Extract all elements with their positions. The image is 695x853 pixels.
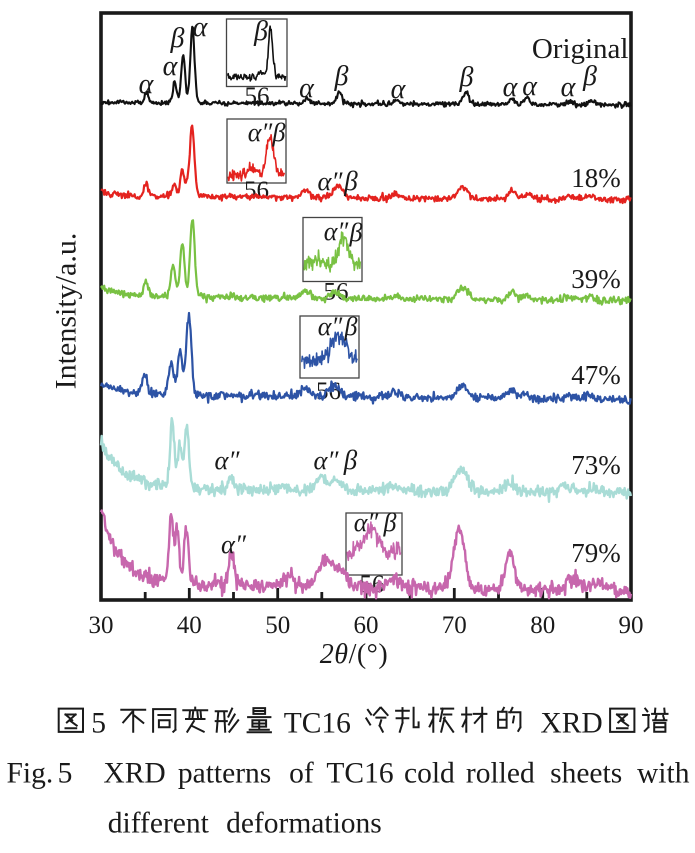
- svg-text:β: β: [343, 166, 358, 196]
- svg-text:α″: α″: [314, 445, 340, 475]
- svg-text:cold: cold: [404, 758, 455, 790]
- svg-text:α″: α″: [221, 529, 247, 559]
- svg-text:α″: α″: [248, 118, 274, 147]
- svg-text:β: β: [170, 23, 185, 54]
- svg-text:47%: 47%: [571, 360, 621, 390]
- svg-text:56: 56: [244, 177, 269, 204]
- svg-text:Fig.: Fig.: [7, 758, 54, 790]
- svg-text:α: α: [561, 72, 577, 103]
- svg-text:α: α: [299, 73, 315, 104]
- svg-text:79%: 79%: [571, 538, 621, 568]
- svg-text:β: β: [253, 16, 268, 47]
- svg-text:patterns: patterns: [178, 758, 271, 790]
- svg-text:TC16: TC16: [284, 708, 351, 740]
- svg-text:30: 30: [89, 612, 114, 639]
- svg-text:β: β: [349, 218, 363, 247]
- svg-text:α: α: [522, 71, 538, 102]
- svg-text:β: β: [459, 62, 474, 93]
- svg-text:TC16: TC16: [326, 758, 393, 790]
- svg-text:Intensity/a.u.: Intensity/a.u.: [50, 233, 83, 390]
- svg-text:XRD: XRD: [540, 708, 602, 740]
- svg-text:β: β: [582, 61, 597, 92]
- svg-text:50: 50: [265, 612, 290, 639]
- svg-text:α″: α″: [215, 445, 241, 475]
- svg-text:α″: α″: [354, 508, 380, 537]
- svg-text:39%: 39%: [571, 264, 621, 294]
- svg-text:different: different: [108, 808, 210, 840]
- svg-text:α: α: [193, 12, 209, 43]
- svg-text:56: 56: [245, 83, 270, 110]
- svg-text:5: 5: [91, 708, 106, 740]
- svg-text:XRD: XRD: [103, 758, 165, 790]
- svg-text:rolled: rolled: [466, 758, 535, 790]
- svg-text:73%: 73%: [571, 450, 621, 480]
- svg-text:70: 70: [442, 612, 467, 639]
- svg-text:5: 5: [58, 758, 73, 790]
- svg-text:60: 60: [354, 612, 379, 639]
- svg-text:α: α: [391, 74, 407, 105]
- svg-text:sheets: sheets: [550, 758, 622, 790]
- svg-text:α″: α″: [324, 217, 350, 246]
- svg-text:with: with: [637, 758, 690, 790]
- svg-text:β: β: [334, 61, 349, 92]
- svg-text:90: 90: [619, 612, 644, 639]
- svg-text:deformations: deformations: [226, 808, 382, 840]
- svg-text:of: of: [289, 758, 314, 790]
- svg-text:α″: α″: [318, 166, 344, 196]
- svg-text:Original: Original: [532, 33, 629, 65]
- svg-text:18%: 18%: [571, 163, 621, 193]
- svg-text:β: β: [343, 445, 358, 475]
- svg-text:2θ/(°): 2θ/(°): [320, 639, 388, 670]
- svg-text:α: α: [163, 51, 179, 82]
- svg-text:40: 40: [177, 612, 202, 639]
- svg-text:β: β: [383, 508, 397, 537]
- svg-text:β: β: [344, 312, 358, 341]
- svg-text:α: α: [139, 69, 155, 100]
- svg-text:α: α: [503, 72, 519, 103]
- svg-text:β: β: [272, 118, 286, 147]
- svg-text:80: 80: [530, 612, 555, 639]
- svg-text:α″: α″: [318, 312, 344, 341]
